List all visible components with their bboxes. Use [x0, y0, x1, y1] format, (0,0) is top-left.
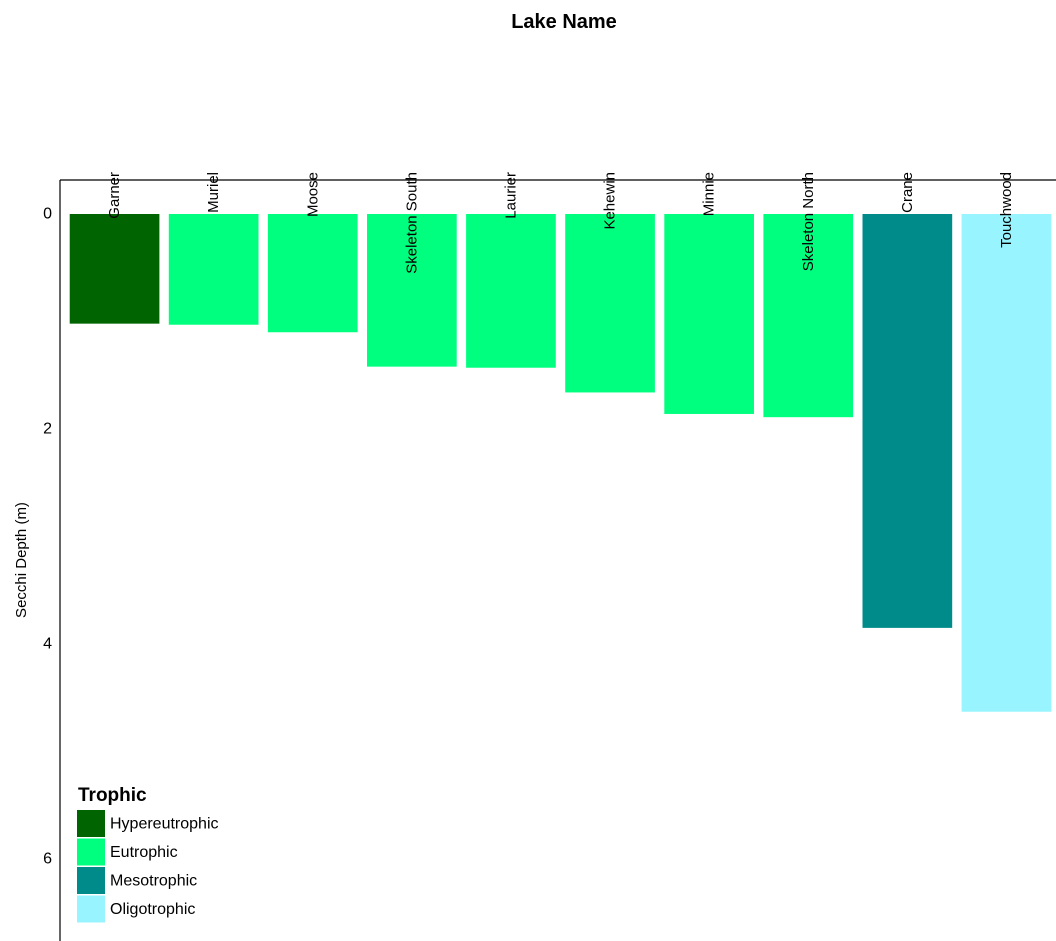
bar-skeleton-south — [367, 214, 457, 367]
category-label-garner: Garner — [106, 172, 123, 219]
legend-swatch-oligotrophic — [77, 895, 105, 923]
category-label-skeleton-south: Skeleton South — [403, 172, 420, 274]
category-label-kehewin: Kehewin — [602, 172, 619, 230]
bars-group — [69, 214, 1052, 712]
legend-swatch-eutrophic — [77, 838, 105, 866]
category-label-minnie: Minnie — [701, 172, 718, 216]
x-axis-title: Lake Name — [511, 11, 617, 33]
category-label-moose: Moose — [304, 172, 321, 217]
bar-garner — [69, 214, 160, 324]
bar-laurier — [466, 214, 556, 368]
bar-skeleton-north — [763, 214, 854, 418]
legend-label-mesotrophic: Mesotrophic — [110, 873, 197, 890]
legend: Trophic Hypereutrophic Eutrophic Mesotroph… — [77, 785, 219, 923]
y-tick-label: 4 — [43, 636, 52, 653]
category-label-crane: Crane — [899, 172, 916, 213]
y-tick-label: 2 — [43, 421, 52, 438]
y-tick-label: 0 — [43, 206, 52, 223]
legend-swatch-mesotrophic — [77, 867, 105, 894]
category-label-touchwood: Touchwood — [998, 172, 1015, 248]
category-label-skeleton-north: Skeleton North — [800, 172, 817, 271]
category-label-muriel: Muriel — [205, 172, 222, 213]
y-tick-label: 6 — [43, 851, 52, 868]
bar-minnie — [664, 214, 754, 414]
bar-muriel — [168, 214, 259, 325]
bar-touchwood — [961, 214, 1052, 712]
bar-moose — [267, 214, 358, 333]
bar-kehewin — [565, 214, 655, 393]
legend-swatch-hypereutrophic — [77, 810, 105, 837]
legend-label-hypereutrophic: Hypereutrophic — [110, 816, 219, 833]
y-axis-title: Secchi Depth (m) — [13, 502, 30, 618]
bar-crane — [862, 214, 953, 628]
y-tick-labels-group: 0 2 4 6 — [43, 206, 52, 868]
legend-title: Trophic — [78, 785, 147, 806]
legend-label-oligotrophic: Oligotrophic — [110, 901, 195, 918]
legend-label-eutrophic: Eutrophic — [110, 844, 178, 861]
category-label-laurier: Laurier — [502, 172, 519, 219]
category-labels-group: Garner Muriel Moose Skeleton South Laurier Ke… — [106, 172, 1015, 274]
